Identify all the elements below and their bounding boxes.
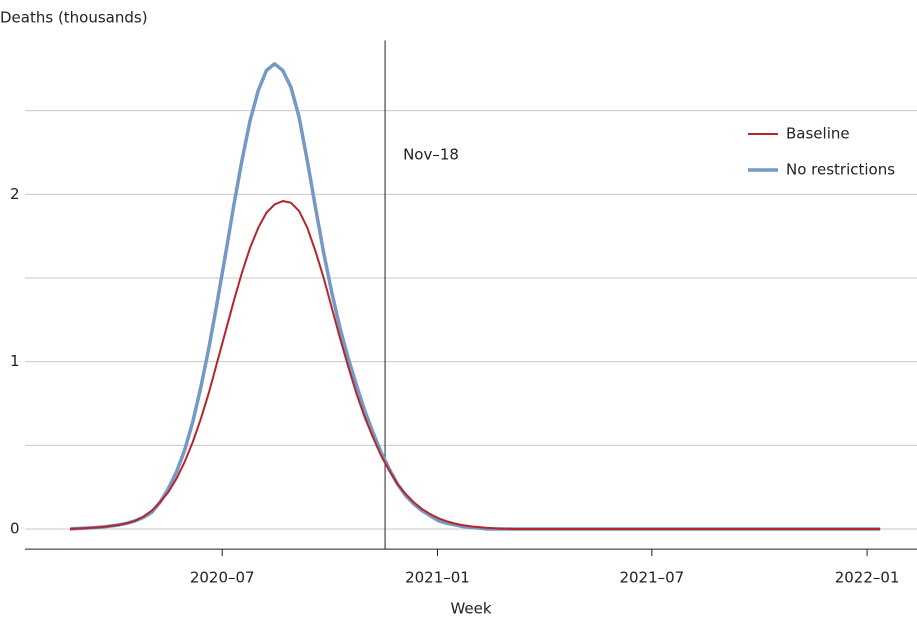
x-tick-label: 2022–01 — [835, 569, 900, 587]
y-axis-title: Deaths (thousands) — [0, 9, 148, 27]
y-tick-label: 0 — [10, 520, 20, 538]
y-tick-label: 1 — [10, 352, 20, 370]
x-tick-label: 2020–07 — [190, 569, 255, 587]
annotation-label: Nov–18 — [403, 146, 459, 164]
y-tick-label: 2 — [10, 185, 20, 203]
line-series — [69, 200, 881, 531]
x-tick-label: 2021–01 — [405, 569, 470, 587]
x-tick-label: 2021–07 — [619, 569, 684, 587]
legend-label: Baseline — [786, 125, 850, 143]
legend-label: No restrictions — [786, 161, 895, 179]
x-axis-title: Week — [450, 600, 491, 618]
